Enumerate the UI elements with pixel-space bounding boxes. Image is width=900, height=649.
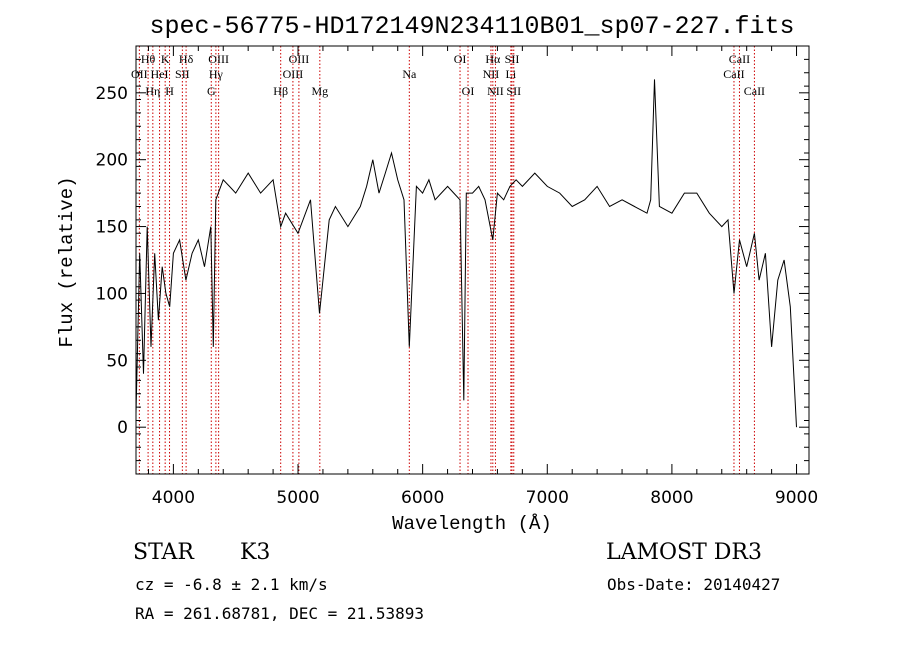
- y-tick-label: 100: [96, 284, 128, 304]
- spectral-line-label: Hβ: [273, 84, 288, 98]
- spectral-line-label: Na: [402, 67, 417, 81]
- y-tick-label: 150: [96, 218, 128, 238]
- spectral-line-label: CaII: [723, 67, 744, 81]
- spectral-line-label: CaII: [729, 52, 750, 66]
- redshift-cz: cz = -6.8 ± 2.1 km/s: [135, 575, 328, 594]
- x-tick-label: 7000: [526, 488, 569, 508]
- spectral-line-markers: [138, 46, 755, 474]
- y-tick-label: 200: [96, 151, 128, 171]
- spectral-line-label: Hθ: [141, 52, 156, 66]
- x-tick-label: 4000: [152, 488, 195, 508]
- spectral-line-label: OII: [131, 67, 148, 81]
- sky-coordinates: RA = 261.68781, DEC = 21.53893: [135, 604, 424, 623]
- spectral-line-label: Hγ: [209, 67, 224, 81]
- survey-name: LAMOST DR3: [606, 540, 762, 565]
- y-tick-label: 0: [117, 418, 128, 438]
- spectral-line-label: SII: [506, 84, 521, 98]
- spectral-line-label: OI: [462, 84, 475, 98]
- spectral-line-label: K: [161, 52, 170, 66]
- x-tick-label: 8000: [650, 488, 693, 508]
- observation-date: Obs-Date: 20140427: [607, 575, 781, 594]
- y-tick-label: 250: [96, 84, 128, 104]
- x-axis-label: Wavelength (Å): [392, 513, 552, 535]
- y-tick-label: 50: [106, 351, 128, 371]
- spectral-line-label: OIII: [283, 67, 304, 81]
- spectrum-series-line: [135, 79, 797, 428]
- spectral-line-label: Mg: [311, 84, 328, 98]
- spectral-line-label: HeI: [151, 67, 169, 81]
- object-subclass: K3: [240, 540, 271, 565]
- spectral-line-label: OI: [454, 52, 467, 66]
- spectral-line-label: SII: [505, 52, 520, 66]
- plot-frame: [135, 45, 810, 475]
- chart-title: spec-56775-HD172149N234110B01_sp07-227.f…: [149, 12, 794, 41]
- spectral-line-label: H: [165, 84, 174, 98]
- spectral-line-label: CaII: [744, 84, 765, 98]
- spectral-line-label: NII: [483, 67, 500, 81]
- x-axis-ticks: 4000 5000 6000 7000 8000 9000: [147, 46, 818, 508]
- x-tick-label: 5000: [276, 488, 319, 508]
- y-axis-ticks: 0 50 100 150 200 250: [96, 45, 809, 462]
- y-axis-label: Flux (relative): [56, 176, 78, 347]
- spectral-line-label: Hα: [485, 52, 501, 66]
- spectral-line-label: Hδ: [179, 52, 194, 66]
- spectral-line-label: NII: [487, 84, 504, 98]
- spectral-line-label: SII: [175, 67, 190, 81]
- x-tick-label: 6000: [401, 488, 444, 508]
- object-class: STAR: [133, 540, 194, 565]
- spectral-line-label: OIII: [289, 52, 310, 66]
- spectral-line-label: Li: [506, 67, 517, 81]
- spectral-line-label: OIII: [208, 52, 229, 66]
- x-tick-label: 9000: [775, 488, 818, 508]
- spectral-line-label: G: [207, 84, 216, 98]
- spectral-line-label: Hη: [145, 84, 160, 98]
